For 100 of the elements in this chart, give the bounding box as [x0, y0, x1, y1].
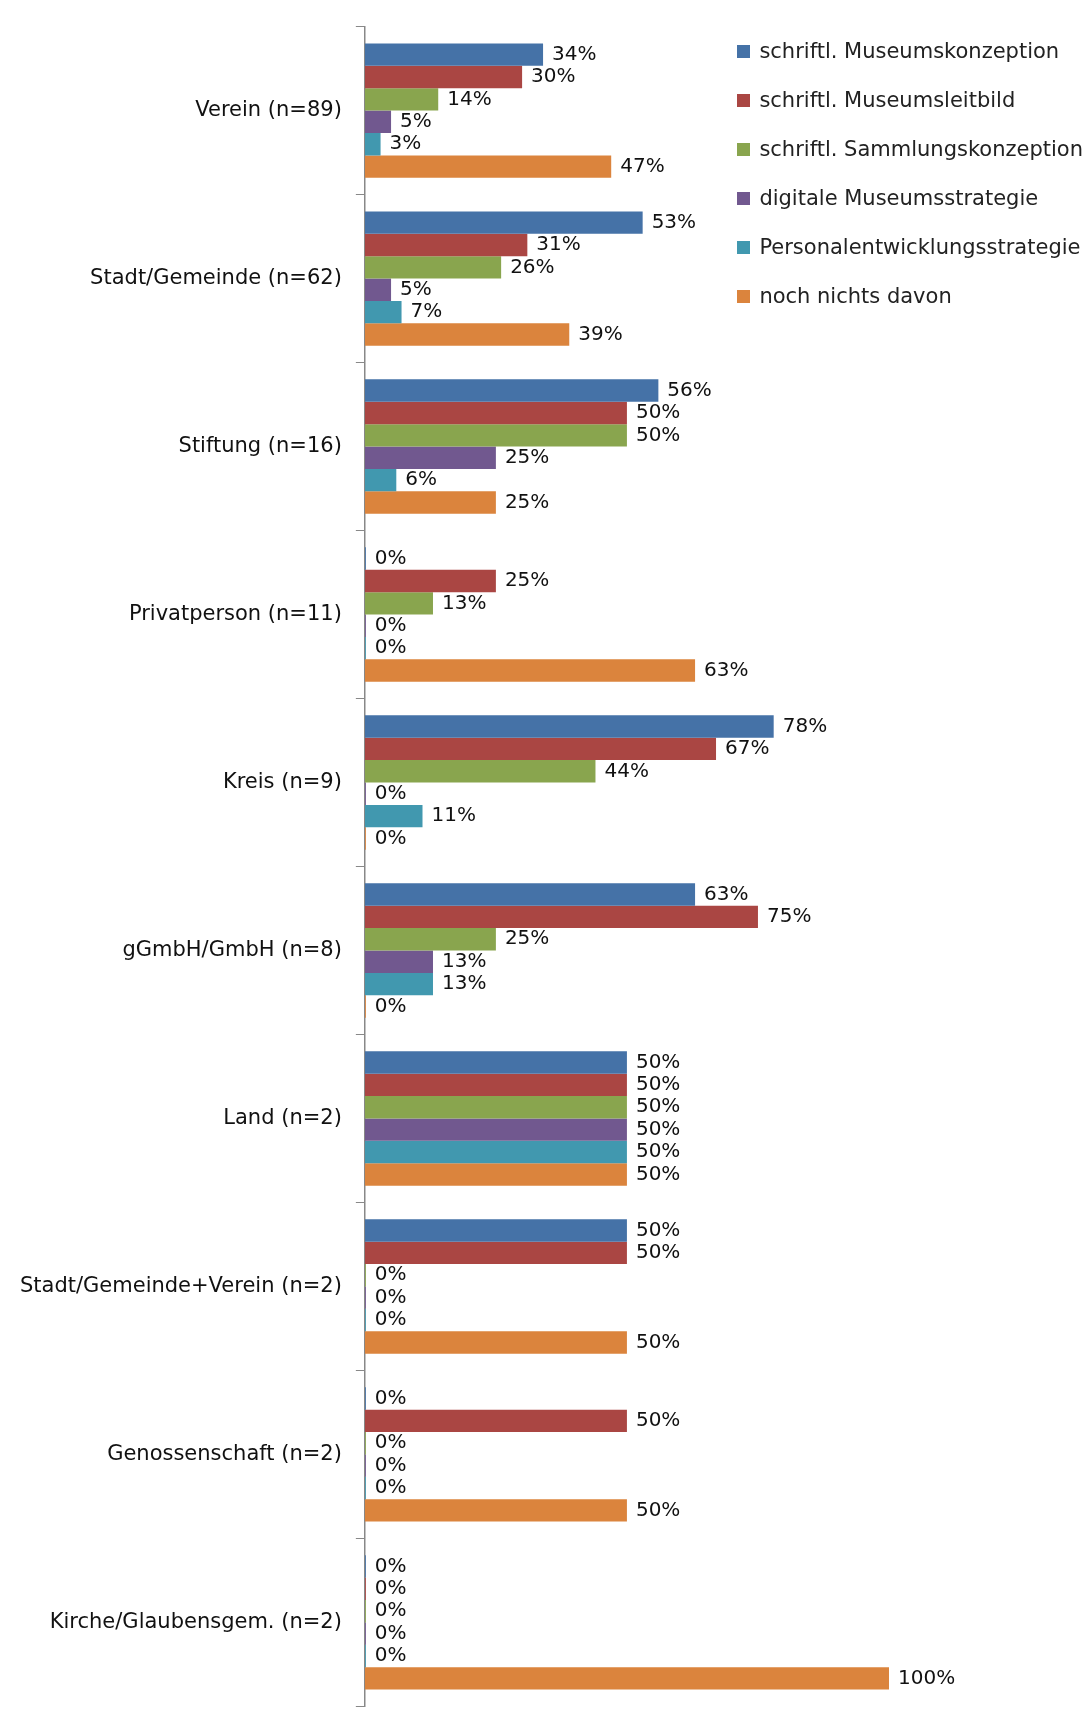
- data-label: 50%: [635, 1239, 681, 1264]
- data-label: 25%: [504, 567, 550, 592]
- data-label: 56%: [667, 376, 712, 401]
- data-label: 67%: [725, 735, 770, 760]
- bar: [364, 491, 496, 514]
- data-label: 0%: [374, 1283, 407, 1308]
- y-tick-label: Land (n=2): [223, 1104, 342, 1129]
- bar: [364, 88, 439, 111]
- bar: [364, 43, 544, 66]
- bar: [364, 1241, 627, 1265]
- bar: [364, 737, 717, 761]
- data-label: 50%: [635, 399, 681, 424]
- bar: [364, 928, 496, 951]
- bar: [364, 1667, 889, 1690]
- bar: [364, 1140, 627, 1164]
- data-label: 26%: [510, 253, 555, 278]
- data-label: 0%: [374, 1261, 407, 1286]
- bar: [364, 715, 774, 738]
- data-label: 0%: [374, 1474, 407, 1499]
- data-label: 0%: [374, 1575, 407, 1600]
- y-tick-label: Genossenschaft (n=2): [107, 1440, 342, 1465]
- data-label: 31%: [536, 231, 581, 256]
- data-label: 0%: [374, 1306, 407, 1331]
- data-label: 100%: [898, 1664, 956, 1689]
- data-label: 44%: [604, 757, 649, 782]
- bar: [364, 233, 528, 257]
- data-label: 25%: [504, 488, 550, 513]
- legend-label: schriftl. Museumskonzeption: [759, 39, 1060, 64]
- data-label: 3%: [389, 130, 422, 155]
- data-label: 50%: [635, 1048, 681, 1073]
- y-tick-label: Stadt/Gemeinde (n=62): [90, 265, 342, 290]
- bar: [364, 1051, 627, 1074]
- bar: [364, 905, 758, 929]
- data-label: 0%: [374, 824, 407, 849]
- data-label: 50%: [635, 1071, 681, 1096]
- data-label: 7%: [410, 298, 443, 323]
- data-label: 0%: [374, 1642, 407, 1667]
- data-label: 13%: [441, 947, 487, 972]
- y-tick-label: Stadt/Gemeinde+Verein (n=2): [19, 1272, 342, 1297]
- bar: [364, 424, 627, 447]
- data-label: 63%: [704, 880, 749, 905]
- data-label: 53%: [651, 208, 697, 233]
- data-label: 50%: [635, 1407, 681, 1432]
- data-label: 0%: [374, 779, 407, 804]
- data-label: 0%: [374, 992, 407, 1017]
- data-label: 25%: [504, 443, 550, 468]
- data-label: 50%: [635, 1093, 681, 1118]
- bar: [364, 569, 496, 593]
- bar: [364, 65, 523, 89]
- bar: [364, 401, 627, 425]
- data-label: 6%: [405, 466, 438, 491]
- bar: [364, 256, 502, 279]
- bar: [364, 110, 392, 133]
- bar: [364, 446, 496, 469]
- data-label: 50%: [635, 1115, 681, 1140]
- bar: [364, 1163, 627, 1186]
- bar: [364, 1096, 627, 1119]
- y-tick-label: Privatperson (n=11): [128, 600, 342, 625]
- data-label: 30%: [531, 63, 576, 88]
- data-label: 0%: [374, 1384, 407, 1409]
- bar: [364, 300, 402, 324]
- data-label: 63%: [704, 656, 749, 681]
- y-tick-label: Kreis (n=9): [222, 768, 342, 793]
- data-label: 39%: [578, 320, 623, 345]
- data-label: 0%: [374, 634, 407, 659]
- bar: [364, 1499, 627, 1522]
- bar: [364, 950, 433, 973]
- data-label: 0%: [374, 1429, 407, 1454]
- data-label: 78%: [782, 712, 828, 737]
- bar: [364, 468, 397, 492]
- bar: [364, 1219, 627, 1242]
- data-label: 13%: [441, 589, 487, 614]
- bar: [364, 972, 433, 996]
- data-label: 75%: [766, 903, 812, 928]
- bar: [364, 592, 433, 615]
- bar: [364, 379, 659, 402]
- bar: [364, 1409, 627, 1433]
- bar: [364, 1118, 627, 1141]
- data-label: 50%: [635, 1496, 681, 1521]
- y-tick-label: Verein (n=89): [195, 97, 342, 122]
- bar: [364, 211, 643, 234]
- y-tick-label: gGmbH/GmbH (n=8): [122, 936, 342, 961]
- legend-label: digitale Museumsstrategie: [759, 186, 1039, 211]
- data-label: 11%: [431, 802, 476, 827]
- data-label: 47%: [620, 152, 665, 177]
- data-label: 25%: [504, 925, 550, 950]
- bar: [364, 760, 596, 783]
- legend-label: Personalentwicklungsstrategie: [759, 235, 1081, 260]
- data-label: 0%: [374, 1619, 407, 1644]
- data-label: 50%: [635, 421, 681, 446]
- bar: [364, 1331, 627, 1354]
- bar: [364, 278, 392, 301]
- bar: [364, 1073, 627, 1097]
- data-label: 50%: [635, 1138, 681, 1163]
- data-label: 34%: [552, 40, 597, 65]
- legend-label: schriftl. Museumsleitbild: [759, 88, 1016, 113]
- data-label: 50%: [635, 1216, 681, 1241]
- legend-label: schriftl. Sammlungskonzeption: [759, 137, 1083, 162]
- data-label: 5%: [400, 107, 432, 132]
- bar: [364, 132, 381, 156]
